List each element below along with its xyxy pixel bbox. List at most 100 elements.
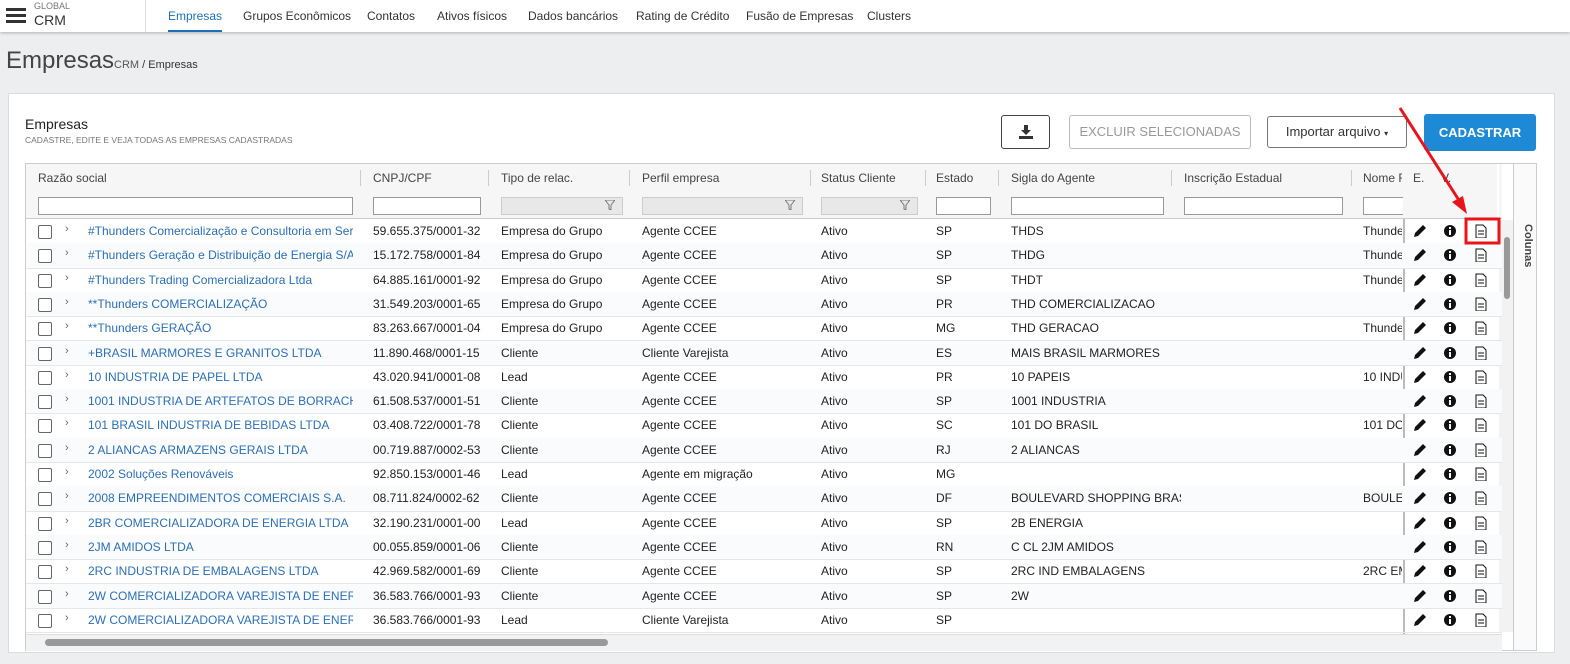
row-checkbox[interactable] — [38, 516, 52, 531]
company-link[interactable]: 101 BRASIL INDUSTRIA DE BEBIDAS LTDA — [88, 418, 330, 433]
filter-input[interactable] — [936, 197, 991, 215]
expand-chevron[interactable]: › — [65, 393, 69, 406]
row-checkbox[interactable] — [38, 468, 52, 482]
expand-chevron[interactable]: › — [65, 563, 69, 576]
row-actions[interactable] — [1412, 564, 1498, 581]
company-link[interactable]: 1001 INDUSTRIA DE ARTEFATOS DE BORRACHA … — [88, 394, 353, 409]
company-link[interactable]: **Thunders COMERCIALIZAÇÃO — [88, 296, 268, 311]
row-checkbox[interactable] — [38, 443, 52, 458]
company-link[interactable]: 2W COMERCIALIZADORA VAREJISTA DE ENERGIA… — [88, 612, 353, 627]
filter-select[interactable] — [821, 197, 918, 215]
nav-tab[interactable]: Dados bancários — [528, 9, 619, 23]
filter-input[interactable] — [373, 197, 481, 215]
row-actions[interactable] — [1412, 370, 1498, 387]
row-checkbox[interactable] — [38, 613, 52, 628]
expand-chevron[interactable]: › — [65, 368, 69, 381]
company-link[interactable]: #Thunders Trading Comercializadora Ltda — [88, 272, 313, 287]
row-actions[interactable] — [1412, 540, 1498, 557]
row-checkbox[interactable] — [38, 322, 52, 337]
expand-chevron[interactable]: › — [65, 441, 69, 454]
nav-tab[interactable]: Grupos Econômicos — [243, 9, 352, 23]
expand-chevron[interactable]: › — [65, 417, 69, 430]
row-actions[interactable] — [1412, 613, 1498, 630]
filter-input[interactable] — [38, 197, 353, 215]
row-checkbox[interactable] — [38, 225, 52, 239]
nav-tab[interactable]: Clusters — [867, 9, 912, 23]
row-checkbox[interactable] — [38, 419, 52, 434]
nav-tab[interactable]: Ativos físicos — [437, 9, 508, 23]
delete-button[interactable]: EXCLUIR SELECIONADAS — [1069, 115, 1251, 149]
table-cell: 10 INDU — [1363, 369, 1402, 384]
import-button[interactable]: Importar arquivo ▾ — [1267, 116, 1407, 148]
row-actions[interactable] — [1412, 297, 1498, 314]
filter-select[interactable] — [501, 197, 623, 215]
row-actions[interactable] — [1412, 224, 1498, 241]
table-cell: Thunder — [1363, 321, 1402, 336]
row-checkbox[interactable] — [38, 589, 52, 604]
company-link[interactable]: 2RC INDUSTRIA DE EMBALAGENS LTDA — [88, 564, 319, 579]
row-checkbox[interactable] — [38, 540, 52, 555]
filter-select[interactable] — [642, 197, 803, 215]
company-link[interactable]: 2BR COMERCIALIZADORA DE ENERGIA LTDA — [88, 515, 349, 530]
expand-chevron[interactable]: › — [65, 611, 69, 624]
row-checkbox[interactable] — [38, 297, 52, 312]
row-actions[interactable] — [1412, 516, 1498, 533]
row-actions[interactable] — [1412, 467, 1498, 484]
expand-chevron[interactable]: › — [65, 538, 69, 551]
nav-tab[interactable]: Empresas — [168, 0, 223, 32]
filter-input[interactable] — [1011, 197, 1164, 215]
create-button[interactable]: CADASTRAR — [1424, 114, 1536, 151]
nav-tab[interactable]: Rating de Crédito — [636, 9, 730, 23]
column-header: Nome F — [1363, 171, 1402, 185]
column-separator — [360, 170, 361, 186]
expand-chevron[interactable]: › — [65, 295, 69, 308]
row-actions[interactable] — [1412, 273, 1498, 290]
row-checkbox[interactable] — [38, 273, 52, 288]
company-link[interactable]: 2W COMERCIALIZADORA VAREJISTA DE ENERGIA… — [88, 588, 353, 603]
row-actions[interactable] — [1412, 491, 1498, 508]
row-checkbox[interactable] — [38, 395, 52, 410]
row-actions[interactable] — [1412, 248, 1498, 265]
row-checkbox[interactable] — [38, 249, 52, 264]
expand-chevron[interactable]: › — [65, 271, 69, 284]
company-link[interactable]: #Thunders Comercialização e Consultoria … — [88, 224, 353, 238]
company-link[interactable]: **Thunders GERAÇÃO — [88, 321, 212, 336]
expand-chevron[interactable]: › — [65, 466, 69, 478]
company-link[interactable]: 10 INDUSTRIA DE PAPEL LTDA — [88, 369, 263, 384]
company-link[interactable]: 2002 Soluções Renováveis — [88, 467, 234, 481]
breadcrumb-link[interactable]: CRM — [114, 59, 140, 71]
row-actions[interactable] — [1412, 346, 1498, 363]
filter-input[interactable] — [1184, 197, 1343, 215]
side-bar — [1513, 164, 1536, 650]
row-checkbox[interactable] — [38, 565, 52, 580]
company-link[interactable]: 2008 EMPREENDIMENTOS COMERCIAIS S.A. — [88, 491, 346, 506]
row-actions[interactable] — [1412, 418, 1498, 435]
table-cell: Ativo — [821, 296, 848, 311]
company-link[interactable]: #Thunders Geração e Distribuição de Ener… — [88, 248, 353, 263]
expand-chevron[interactable]: › — [65, 490, 69, 503]
h-scroll-thumb[interactable] — [45, 639, 608, 646]
row-actions[interactable] — [1412, 589, 1498, 606]
expand-chevron[interactable]: › — [65, 344, 69, 357]
download-button[interactable] — [1001, 115, 1050, 149]
nav-tab[interactable]: Contatos — [367, 9, 416, 23]
row-actions[interactable] — [1412, 443, 1498, 460]
v-scroll-thumb[interactable] — [1504, 237, 1510, 299]
nav-tab[interactable]: Fusão de Empresas — [746, 9, 854, 23]
row-actions[interactable] — [1412, 394, 1498, 411]
table-cell: 31.549.203/0001-65 — [373, 296, 481, 311]
company-link[interactable]: 2 ALIANCAS ARMAZENS GERAIS LTDA — [88, 442, 308, 457]
expand-chevron[interactable]: › — [65, 587, 69, 600]
row-checkbox[interactable] — [38, 346, 52, 361]
expand-chevron[interactable]: › — [65, 247, 69, 260]
company-link[interactable]: 2JM AMIDOS LTDA — [88, 539, 194, 554]
expand-chevron[interactable]: › — [65, 223, 69, 235]
row-actions[interactable] — [1412, 321, 1498, 338]
menu-icon[interactable] — [6, 7, 26, 23]
expand-chevron[interactable]: › — [65, 514, 69, 527]
row-checkbox[interactable] — [38, 492, 52, 507]
company-link[interactable]: +BRASIL MARMORES E GRANITOS LTDA — [88, 345, 322, 360]
row-checkbox[interactable] — [38, 370, 52, 385]
expand-chevron[interactable]: › — [65, 320, 69, 333]
side-label[interactable]: Colunas — [1522, 224, 1534, 268]
